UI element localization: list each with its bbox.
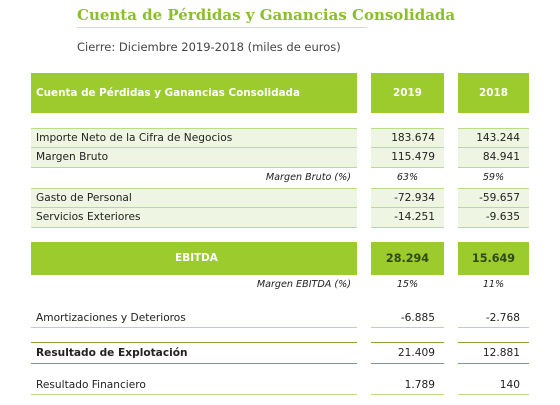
table-row-value-2018: -9.635 [458,208,529,228]
table-row-value-2019: -14.251 [371,208,444,228]
table-row-value-2018: 59% [482,172,505,183]
table-row-value-2019: -72.934 [371,188,444,208]
table-row-value-2018: -59.657 [458,188,529,208]
table-row-label: Margen EBITDA (%) [256,279,351,290]
table-row-value-2018: 143.244 [458,128,529,148]
ebitda-label: EBITDA [31,242,357,275]
table-row-label: Margen Bruto [31,148,357,168]
table-row-value-2019: 21.409 [371,342,444,364]
table-row-label: Servicios Exteriores [31,208,357,228]
table-header-label: Cuenta de Pérdidas y Ganancias Consolida… [31,73,357,113]
table-header-2018: 2018 [458,73,529,113]
table-row-value-2018: 84.941 [458,148,529,168]
table-row-value-2019: 115.479 [371,148,444,168]
table-row-label: Resultado Financiero [31,375,357,395]
table-row-label: Resultado de Explotación [31,342,357,364]
table-row-value-2018: 11% [482,279,505,290]
table-row-value-2019: 63% [396,172,419,183]
table-row-label: Amortizaciones y Deterioros [31,308,357,328]
document-subtitle: Cierre: Diciembre 2019-2018 (miles de eu… [77,40,341,54]
ebitda-value-2019: 28.294 [371,242,444,275]
document-title: Cuenta de Pérdidas y Ganancias Consolida… [77,6,456,24]
table-row-label: Margen Bruto (%) [265,172,351,183]
table-row-value-2019: -6.885 [371,308,444,328]
table-row-label: Gasto de Personal [31,188,357,208]
table-row-label: Importe Neto de la Cifra de Negocios [31,128,357,148]
table-row-value-2018: 140 [458,375,529,395]
table-row-value-2019: 1.789 [371,375,444,395]
table-row-value-2019: 183.674 [371,128,444,148]
table-row-value-2018: -2.768 [458,308,529,328]
ebitda-value-2018: 15.649 [458,242,529,275]
table-row-value-2019: 15% [396,279,419,290]
table-row-value-2018: 12.881 [458,342,529,364]
table-header-2019: 2019 [371,73,444,113]
title-underline [77,27,367,28]
